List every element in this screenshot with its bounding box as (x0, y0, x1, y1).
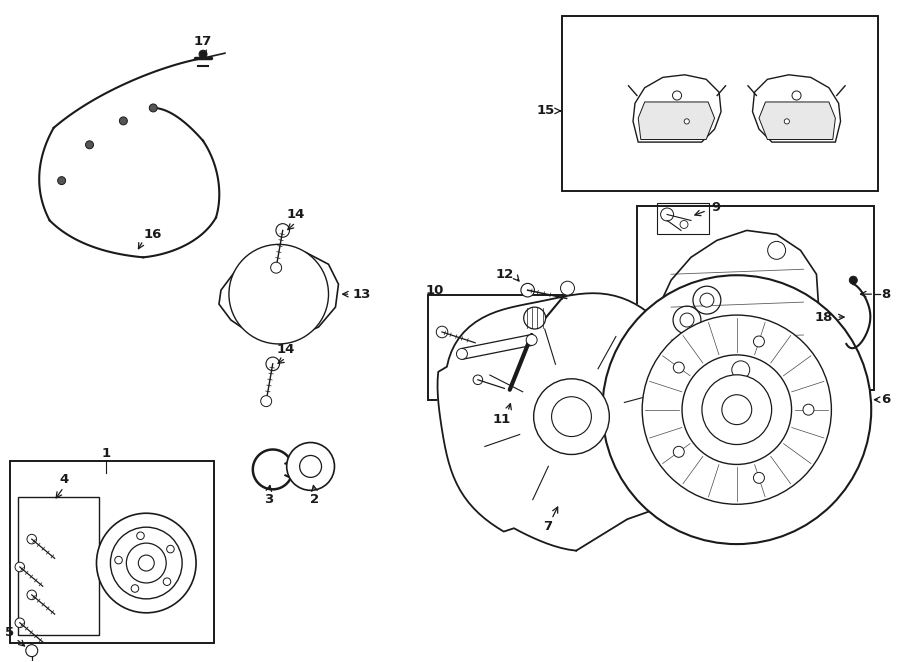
Text: 17: 17 (194, 34, 212, 48)
Circle shape (27, 534, 37, 544)
Bar (562, 17, 878, 191)
Circle shape (166, 545, 175, 553)
Circle shape (300, 455, 321, 477)
Circle shape (15, 618, 24, 628)
Circle shape (673, 446, 684, 457)
Circle shape (732, 361, 750, 379)
Circle shape (792, 91, 801, 100)
Circle shape (693, 286, 721, 314)
Circle shape (680, 220, 688, 228)
Circle shape (131, 585, 139, 592)
Circle shape (115, 556, 122, 564)
Circle shape (436, 326, 448, 338)
Text: 7: 7 (543, 520, 553, 533)
Circle shape (673, 362, 684, 373)
Circle shape (700, 293, 714, 307)
Circle shape (803, 404, 814, 415)
Text: 12: 12 (496, 267, 514, 281)
Bar (18, 497, 100, 635)
Circle shape (526, 334, 537, 346)
Bar (657, 203, 709, 234)
Text: 13: 13 (353, 288, 371, 301)
Circle shape (534, 379, 609, 455)
Circle shape (768, 242, 786, 260)
Circle shape (702, 375, 771, 444)
Text: 5: 5 (5, 626, 14, 639)
Circle shape (753, 336, 764, 347)
Circle shape (561, 281, 574, 295)
Circle shape (26, 645, 38, 657)
Circle shape (673, 306, 701, 334)
Polygon shape (633, 75, 721, 142)
Circle shape (661, 208, 673, 221)
Polygon shape (652, 230, 818, 382)
Circle shape (473, 375, 482, 385)
Circle shape (684, 118, 689, 124)
Circle shape (266, 357, 280, 371)
Circle shape (784, 118, 789, 124)
Text: 16: 16 (143, 228, 162, 241)
Bar (637, 205, 874, 390)
Text: 14: 14 (276, 344, 295, 356)
Circle shape (27, 590, 37, 600)
Circle shape (682, 355, 792, 465)
Circle shape (111, 527, 182, 599)
Text: 18: 18 (815, 310, 833, 324)
Circle shape (680, 313, 694, 327)
Polygon shape (437, 293, 704, 551)
Circle shape (137, 532, 144, 540)
Circle shape (602, 275, 871, 544)
Polygon shape (219, 250, 338, 340)
Circle shape (287, 442, 335, 491)
Text: 4: 4 (59, 473, 68, 486)
Circle shape (643, 315, 832, 504)
Polygon shape (638, 102, 715, 140)
Circle shape (271, 262, 282, 273)
Circle shape (15, 562, 24, 572)
Text: 10: 10 (426, 284, 445, 297)
Text: 1: 1 (102, 447, 111, 460)
Text: 8: 8 (881, 288, 891, 301)
Polygon shape (759, 102, 835, 140)
Text: 6: 6 (881, 393, 891, 406)
Circle shape (753, 473, 764, 483)
Circle shape (86, 141, 94, 149)
Bar (10, 461, 214, 643)
Circle shape (261, 396, 272, 406)
Circle shape (850, 276, 858, 284)
Circle shape (199, 50, 207, 58)
Circle shape (139, 555, 154, 571)
Text: 11: 11 (492, 413, 511, 426)
Circle shape (229, 244, 328, 344)
Circle shape (276, 224, 290, 237)
Text: 14: 14 (286, 208, 305, 221)
Circle shape (672, 91, 681, 100)
Bar (428, 295, 580, 400)
Circle shape (552, 397, 591, 436)
Circle shape (163, 578, 171, 585)
Text: 2: 2 (310, 493, 320, 506)
Text: 3: 3 (264, 493, 274, 506)
Circle shape (521, 283, 535, 297)
Circle shape (96, 513, 196, 613)
Text: 9: 9 (711, 201, 720, 214)
Polygon shape (752, 75, 841, 142)
Circle shape (524, 307, 545, 329)
Text: 15: 15 (536, 105, 554, 117)
Circle shape (722, 395, 752, 424)
Circle shape (126, 543, 166, 583)
Circle shape (58, 177, 66, 185)
Circle shape (120, 117, 128, 125)
Circle shape (149, 104, 158, 112)
Circle shape (456, 348, 467, 359)
